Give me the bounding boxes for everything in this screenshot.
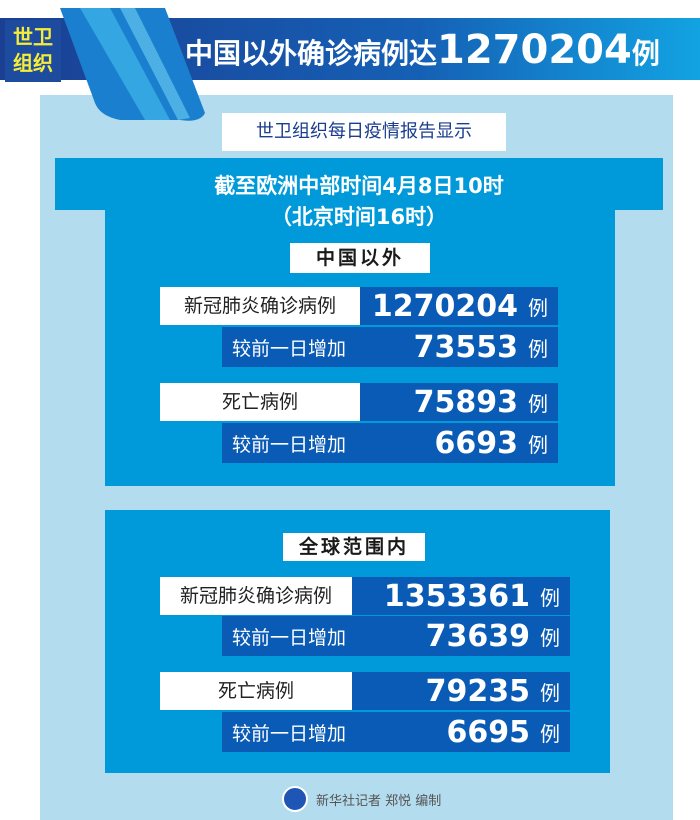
deaths-value: 79235 例 — [352, 672, 570, 710]
section-header: 全球范围内 — [283, 533, 425, 561]
deaths-increase-row: 较前一日增加 6693 例 — [222, 423, 558, 463]
confirmed-label: 新冠肺炎确诊病例 — [160, 577, 352, 615]
increase-label: 较前一日增加 — [232, 722, 347, 745]
confirmed-number: 1270204 — [371, 288, 518, 324]
unit: 例 — [528, 391, 548, 416]
unit: 例 — [540, 721, 560, 746]
unit: 例 — [528, 295, 548, 320]
increase-label: 较前一日增加 — [232, 337, 347, 360]
confirmed-value: 1270204 例 — [360, 287, 558, 325]
confirmed-value: 1353361 例 — [352, 577, 570, 615]
unit: 例 — [540, 585, 560, 610]
confirmed-number: 1353361 — [383, 578, 530, 614]
confirmed-increase-row: 较前一日增加 73639 例 — [222, 616, 570, 656]
deaths-increase-number: 6695 — [446, 714, 531, 750]
section-header: 中国以外 — [290, 243, 430, 273]
subtitle: 世卫组织每日疫情报告显示 — [222, 113, 506, 151]
credit-text: 新华社记者 郑悦 编制 — [316, 793, 442, 809]
deaths-label: 死亡病例 — [160, 383, 360, 421]
deaths-label: 死亡病例 — [160, 672, 352, 710]
deaths-increase-row: 较前一日增加 6695 例 — [222, 712, 570, 752]
unit: 例 — [540, 680, 560, 705]
deaths-number: 79235 — [425, 673, 530, 709]
title-prefix: 中国以外确诊病例达 — [185, 37, 438, 70]
unit: 例 — [528, 432, 548, 457]
deaths-increase-number: 6693 — [434, 425, 519, 461]
confirmed-increase-number: 73553 — [413, 329, 518, 365]
who-badge: 世卫组织 — [5, 20, 61, 82]
unit: 例 — [540, 625, 560, 650]
increase-label: 较前一日增加 — [232, 626, 347, 649]
deaths-number: 75893 — [413, 384, 518, 420]
time-line-1: 截至欧洲中部时间4月8日10时 — [214, 174, 504, 198]
confirmed-label: 新冠肺炎确诊病例 — [160, 287, 360, 325]
time-line-2: （北京时间16时） — [270, 205, 448, 229]
title-suffix: 例 — [631, 37, 660, 70]
increase-label: 较前一日增加 — [232, 433, 347, 456]
unit: 例 — [528, 336, 548, 361]
page-title: 中国以外确诊病例达1270204例 — [185, 26, 660, 78]
deaths-value: 75893 例 — [360, 383, 558, 421]
ribbon-decoration — [60, 8, 205, 121]
confirmed-increase-row: 较前一日增加 73553 例 — [222, 327, 558, 367]
title-number: 1270204 — [437, 27, 632, 73]
section-outside-china-top — [55, 158, 663, 210]
confirmed-increase-number: 73639 — [425, 618, 530, 654]
credit-line: 新华社记者 郑悦 编制 — [282, 786, 441, 812]
xinhua-logo-icon — [282, 786, 308, 812]
